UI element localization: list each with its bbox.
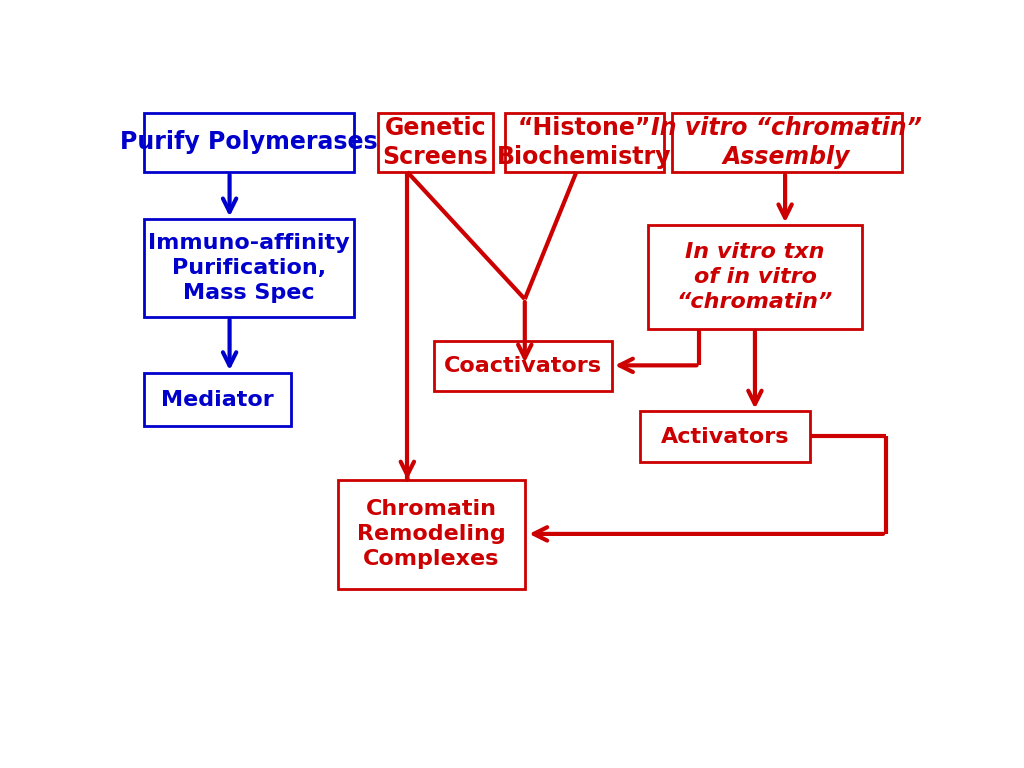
- FancyBboxPatch shape: [505, 113, 664, 172]
- Text: “Histone”
Biochemistry: “Histone” Biochemistry: [497, 115, 672, 169]
- Text: Mediator: Mediator: [161, 389, 273, 409]
- FancyBboxPatch shape: [143, 373, 291, 426]
- Text: In vitro txn
of in vitro
“chromatin”: In vitro txn of in vitro “chromatin”: [677, 242, 834, 312]
- FancyBboxPatch shape: [143, 220, 354, 317]
- FancyBboxPatch shape: [648, 225, 862, 329]
- FancyBboxPatch shape: [338, 479, 524, 589]
- Text: In vitro “chromatin”
Assembly: In vitro “chromatin” Assembly: [651, 115, 923, 169]
- Text: Immuno-affinity
Purification,
Mass Spec: Immuno-affinity Purification, Mass Spec: [148, 233, 350, 303]
- FancyBboxPatch shape: [378, 113, 494, 172]
- FancyBboxPatch shape: [433, 340, 612, 391]
- FancyBboxPatch shape: [672, 113, 902, 172]
- FancyBboxPatch shape: [143, 113, 354, 172]
- Text: Purify Polymerases: Purify Polymerases: [120, 131, 378, 154]
- Text: Chromatin
Remodeling
Complexes: Chromatin Remodeling Complexes: [357, 499, 506, 569]
- Text: Genetic
Screens: Genetic Screens: [383, 115, 488, 169]
- FancyBboxPatch shape: [640, 412, 811, 462]
- Text: Activators: Activators: [660, 427, 790, 447]
- Text: Coactivators: Coactivators: [443, 356, 602, 376]
